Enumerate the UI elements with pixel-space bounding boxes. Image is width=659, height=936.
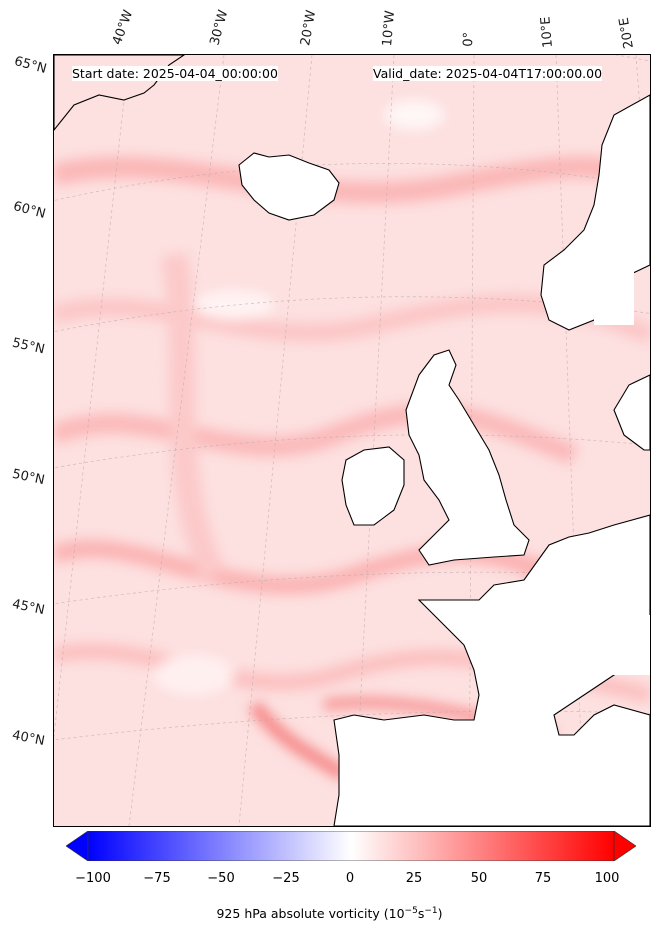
start-date-label: Start date: 2025-04-04_00:00:00 [72,66,278,81]
colorbar-gradient [87,831,615,861]
lat-label-60n: 60°N [11,199,48,222]
colorbar-label-exp2: −1 [424,906,438,916]
lon-label-40w: 40°W [109,8,137,47]
lon-label-20w: 20°W [298,9,320,48]
lon-label-30w: 30°W [207,8,232,47]
colorbar-label-exp1: −5 [404,906,418,916]
colorbar-tick: 100 [594,871,620,886]
lat-label-45n: 45°N [10,596,46,619]
colorbar-tick: 0 [345,871,355,886]
colorbar-tick: 75 [534,871,552,886]
colorbar-label-mid: s [417,906,425,922]
vorticity-map [53,54,651,827]
colorbar-tick: −100 [75,871,111,886]
low-vorticity-patches [364,235,650,805]
colorbar [66,831,636,861]
colorbar-max-arrow [613,831,636,861]
colorbar-label-suffix: ) [437,906,443,922]
lat-label-55n: 55°N [10,335,47,358]
lon-label-0: 0° [461,31,477,47]
valid-date-label: Valid_date: 2025-04-04T17:00:00.00 [373,66,603,81]
map-canvas [54,55,650,826]
lat-label-65n: 65°N [12,54,49,77]
lon-label-10e: 10°E [538,15,556,49]
lat-label-40n: 40°N [10,728,46,749]
colorbar-tick: −50 [207,871,235,886]
lon-label-10w: 10°W [380,9,399,47]
colorbar-tick: 25 [405,871,423,886]
colorbar-tick: −75 [143,871,171,886]
lat-label-50n: 50°N [10,466,46,489]
colorbar-tick: 50 [470,871,488,886]
lon-label-20e: 20°E [616,16,637,50]
colorbar-min-arrow [66,831,89,861]
colorbar-label-prefix: 925 hPa absolute vorticity (10 [216,906,405,922]
colorbar-tick: −25 [272,871,300,886]
colorbar-label: 925 hPa absolute vorticity (10−5s−1) [0,906,659,921]
vorticity-field [54,100,650,781]
